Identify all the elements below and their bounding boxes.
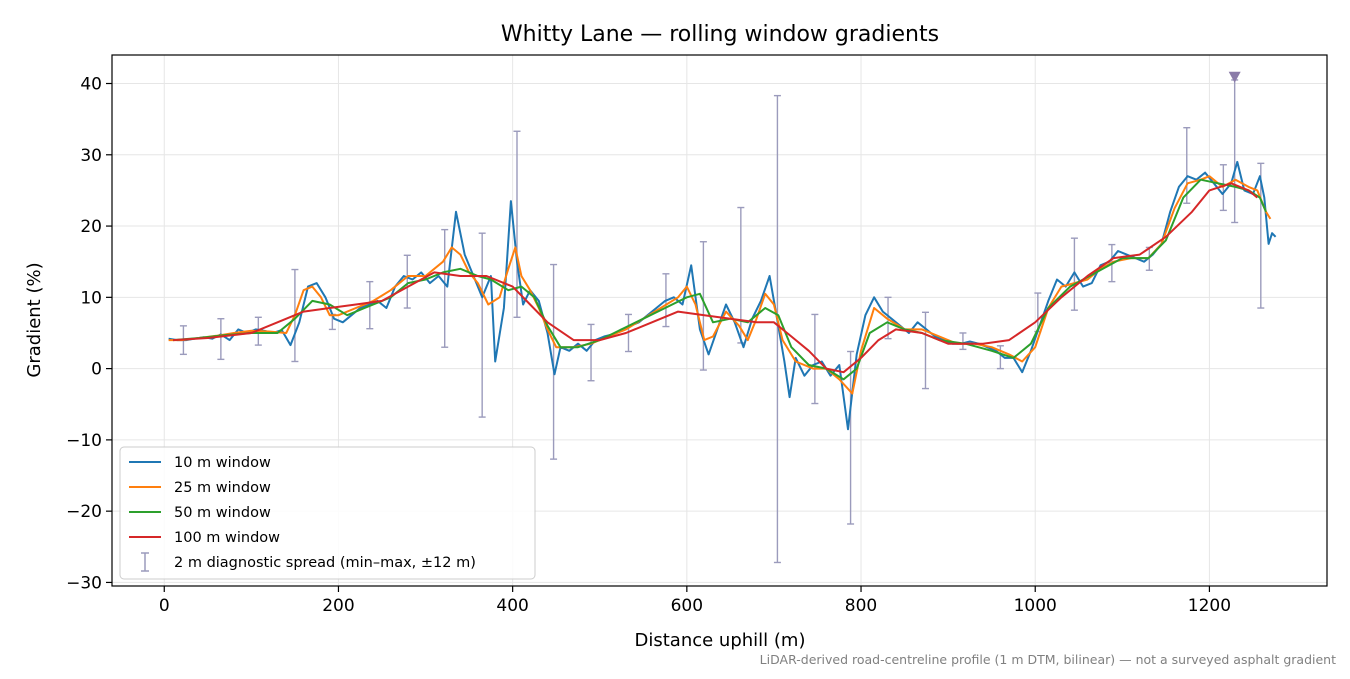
x-tick-label: 800 — [845, 596, 877, 616]
y-tick-label: 10 — [80, 288, 102, 308]
y-tick-label: 30 — [80, 146, 102, 166]
y-tick-label: −20 — [66, 502, 102, 522]
error-bar — [478, 232, 486, 418]
y-tick-label: 0 — [91, 360, 102, 380]
error-bar — [1257, 162, 1265, 309]
error-bar — [441, 228, 449, 348]
error-bar — [996, 345, 1004, 370]
error-bar — [811, 313, 819, 405]
x-axis-label: Distance uphill (m) — [635, 630, 806, 651]
legend-label-10m: 10 m window — [174, 455, 271, 471]
error-bar — [959, 332, 967, 351]
x-tick-label: 200 — [322, 596, 354, 616]
legend-label-25m: 25 m window — [174, 480, 271, 496]
error-bar — [847, 350, 855, 525]
legend-swatch-errorbar — [141, 552, 149, 572]
x-tick-label: 1200 — [1188, 596, 1231, 616]
legend-label-100m: 100 m window — [174, 530, 280, 546]
peak-marker-triangle — [1228, 71, 1241, 83]
error-bar — [773, 94, 781, 564]
y-axis-label: Gradient (%) — [24, 262, 45, 377]
legend: 10 m window 25 m window 50 m window 100 … — [119, 446, 536, 580]
series-lines — [168, 160, 1277, 431]
plot-frame — [111, 54, 1328, 587]
y-tick-label: −10 — [66, 431, 102, 451]
x-tick-label: 600 — [671, 596, 703, 616]
error-bar — [1219, 164, 1227, 212]
peak-marker — [1228, 71, 1241, 83]
footnote: LiDAR-derived road-centreline profile (1… — [760, 652, 1336, 667]
error-bar — [921, 311, 929, 390]
axis-ticks: 0 200 400 600 800 1000 1200 −30 −20 −10 0 10 20 30 40 — [66, 75, 1231, 616]
error-bar — [587, 323, 595, 382]
x-tick-label: 400 — [496, 596, 528, 616]
y-tick-label: −30 — [66, 573, 102, 593]
y-tick-label: 20 — [80, 217, 102, 237]
series-line-3 — [172, 182, 1258, 374]
legend-box — [119, 446, 536, 580]
x-tick-label: 1000 — [1014, 596, 1057, 616]
error-bar — [513, 130, 521, 318]
error-bar — [550, 263, 558, 460]
legend-label-50m: 50 m window — [174, 505, 271, 521]
error-bar — [217, 318, 225, 361]
legend-label-spread: 2 m diagnostic spread (min–max, ±12 m) — [174, 555, 476, 571]
error-bar — [403, 254, 411, 309]
y-tick-label: 40 — [80, 75, 102, 95]
error-bar — [1183, 127, 1191, 204]
error-bar — [884, 296, 892, 340]
chart-title: Whitty Lane — rolling window gradients — [501, 22, 939, 47]
error-bar — [699, 241, 707, 371]
x-tick-label: 0 — [159, 596, 170, 616]
